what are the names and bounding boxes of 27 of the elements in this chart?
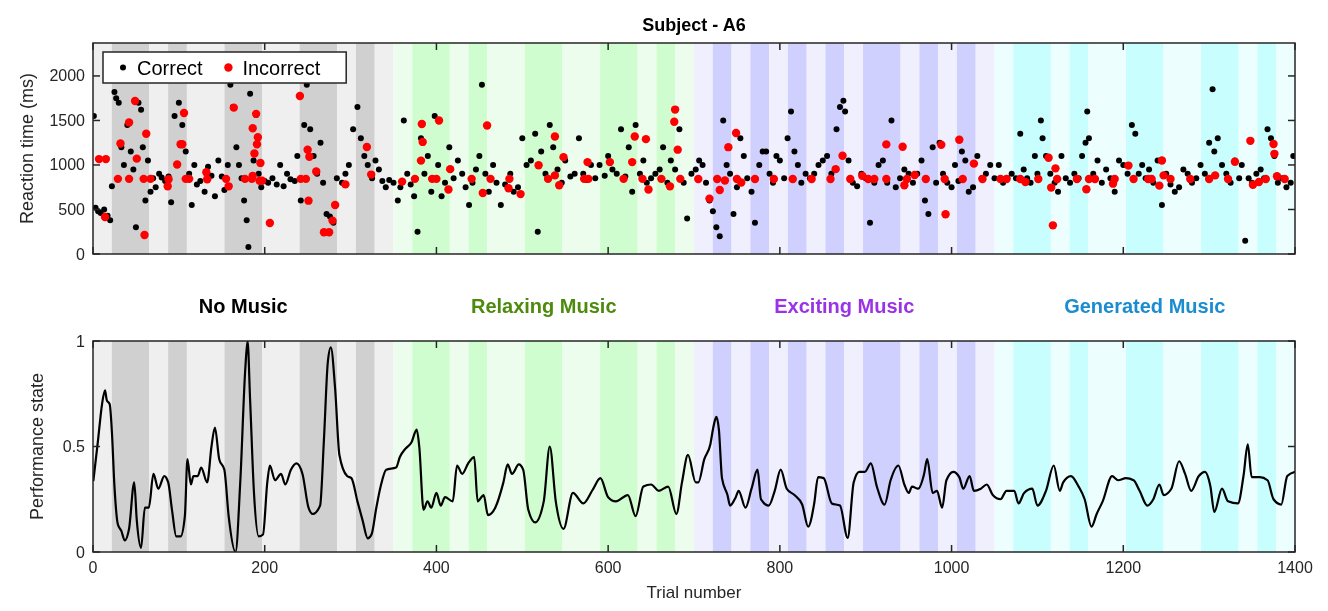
x-tick-label: 1200 — [1105, 559, 1142, 576]
y-tick-label: 1 — [76, 332, 86, 350]
y-tick-label: 0.5 — [62, 438, 86, 455]
y-tick-label: 0 — [76, 245, 86, 263]
line-series — [93, 341, 1295, 552]
text: Relaxing Music — [470, 295, 617, 317]
chart-title: Subject - A6 — [642, 15, 746, 35]
y-tick-label: 1500 — [49, 111, 86, 129]
x-tick-label: 1000 — [933, 559, 970, 576]
x-tick-label: 0 — [88, 559, 98, 576]
y-axis-title: Reaction time (ms) — [17, 72, 37, 225]
y-tick-label: 0 — [76, 543, 86, 561]
legend-label: Incorrect — [242, 56, 321, 79]
text: No Music — [198, 295, 288, 317]
y-axis-title: Performance state — [27, 372, 47, 521]
y-tick-label: 1000 — [49, 156, 86, 174]
text: Exciting Music — [774, 295, 915, 317]
text: Generated Music — [1064, 295, 1226, 317]
x-tick-label: 1400 — [1277, 559, 1313, 576]
x-tick-label: 600 — [594, 559, 622, 576]
x-tick-label: 800 — [766, 559, 794, 576]
x-axis-title: Trial number — [646, 583, 742, 602]
legend-label: Correct — [137, 56, 204, 79]
y-tick-label: 500 — [58, 200, 86, 218]
y-tick-label: 2000 — [49, 67, 86, 85]
x-tick-label: 200 — [251, 559, 279, 576]
x-tick-label: 400 — [423, 559, 450, 576]
